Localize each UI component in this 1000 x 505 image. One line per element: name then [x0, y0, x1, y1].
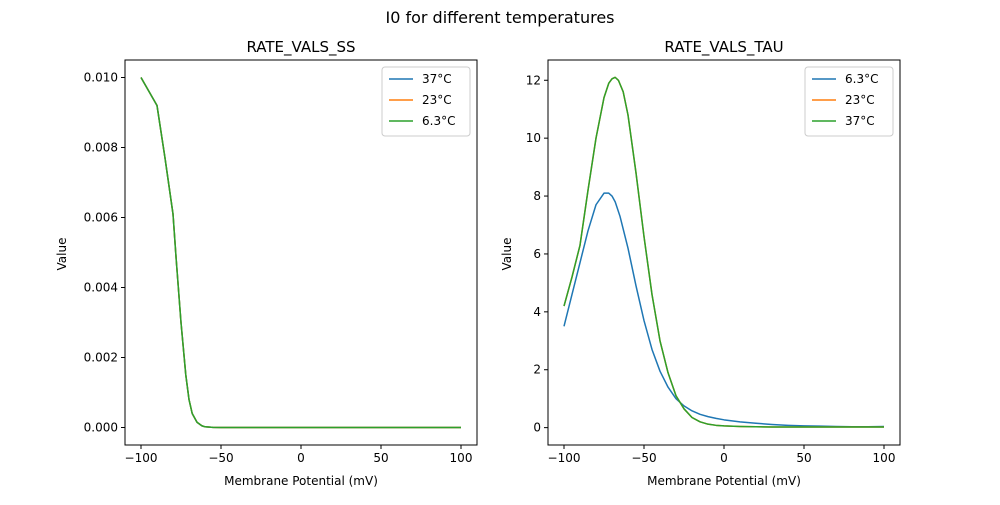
x-tick-label: 50 — [796, 451, 811, 465]
x-tick-label: −100 — [548, 451, 581, 465]
y-tick-label: 12 — [526, 73, 541, 87]
legend-label: 6.3°C — [845, 72, 878, 86]
y-tick-label: 10 — [526, 131, 541, 145]
series-line-2 — [140, 77, 461, 429]
series-lines — [140, 77, 461, 429]
plot-frame — [547, 59, 901, 446]
series-lines — [563, 76, 885, 428]
y-tick-label: 4 — [533, 305, 541, 319]
series-line-0 — [563, 192, 885, 428]
chart-rate-vals-ss: RATE_VALS_SS Membrane Potential (mV) Val… — [55, 38, 478, 488]
x-tick-label: 0 — [297, 451, 305, 465]
legend-label: 37°C — [422, 72, 452, 86]
y-tick-label: 8 — [533, 189, 541, 203]
figure-suptitle: I0 for different temperatures — [385, 8, 614, 27]
legend-box — [381, 66, 471, 137]
legend-box — [804, 66, 894, 137]
chart-title: RATE_VALS_SS — [246, 38, 355, 57]
y-tick-label: 0.000 — [84, 421, 118, 435]
series-line-2 — [563, 76, 884, 428]
x-tick-label: 100 — [873, 451, 896, 465]
y-tick-label: 0.006 — [84, 211, 118, 225]
legend-label: 6.3°C — [422, 114, 455, 128]
y-axis-label: Value — [500, 238, 514, 271]
legend-label: 23°C — [422, 93, 452, 107]
x-tick-label: −100 — [125, 451, 158, 465]
legend: 6.3°C 23°C 37°C — [804, 66, 894, 137]
x-axis-label: Membrane Potential (mV) — [647, 474, 801, 488]
x-tick-label: 100 — [450, 451, 473, 465]
x-tick-label: 50 — [373, 451, 388, 465]
x-axis-label: Membrane Potential (mV) — [224, 474, 378, 488]
chart-rate-vals-tau: RATE_VALS_TAU Membrane Potential (mV) Va… — [500, 38, 901, 488]
chart-title: RATE_VALS_TAU — [664, 38, 783, 57]
x-tick-label: −50 — [631, 451, 656, 465]
y-tick-label: 0.004 — [84, 281, 118, 295]
y-tick-label: 0.010 — [84, 71, 118, 85]
x-tick-label: 0 — [720, 451, 728, 465]
y-tick-label: 2 — [533, 363, 541, 377]
axis-ticks: −100 −50 0 50 100 0.000 0.002 0.004 0.006 0.008 0.… — [84, 71, 473, 466]
axis-ticks: −100 −50 0 50 100 0 2 4 6 8 10 12 — [526, 73, 896, 465]
y-tick-label: 6 — [533, 247, 541, 261]
legend-label: 37°C — [845, 114, 875, 128]
y-tick-label: 0.008 — [84, 141, 118, 155]
legend: 37°C 23°C 6.3°C — [381, 66, 471, 137]
legend-label: 23°C — [845, 93, 875, 107]
y-axis-label: Value — [55, 238, 69, 271]
plot-frame — [124, 59, 478, 446]
y-tick-label: 0 — [533, 421, 541, 435]
x-tick-label: −50 — [208, 451, 233, 465]
y-tick-label: 0.002 — [84, 351, 118, 365]
